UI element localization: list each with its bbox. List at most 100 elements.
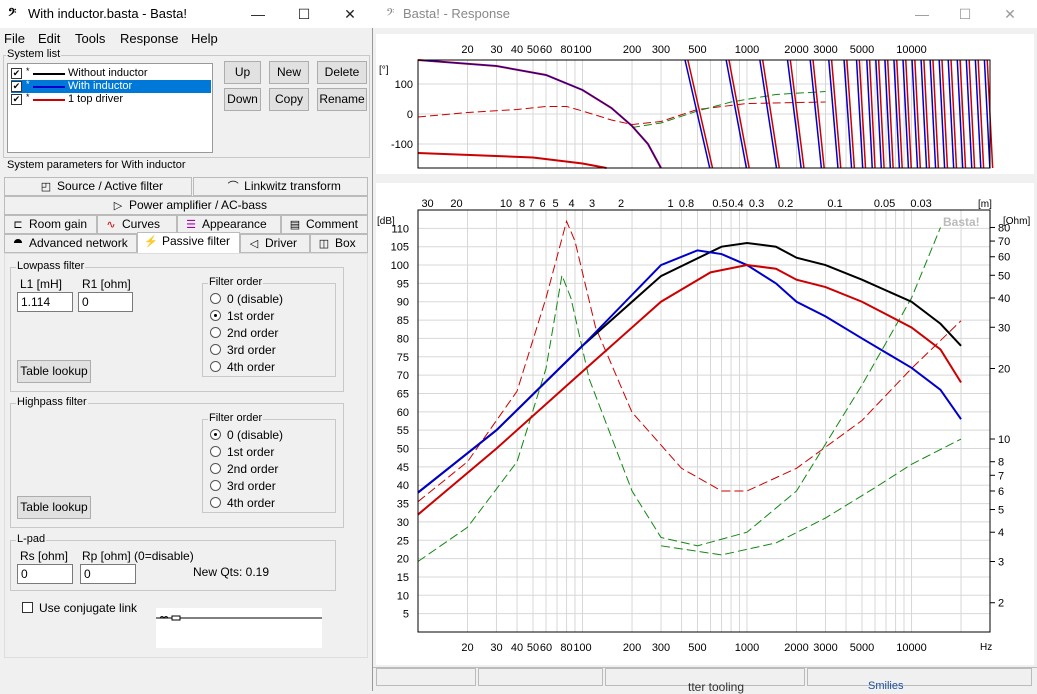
close-icon[interactable]: ✕: [1004, 6, 1016, 22]
maximize-icon[interactable]: ☐: [297, 6, 311, 22]
tab-driver[interactable]: ◁ Driver: [240, 234, 310, 253]
basta-watermark: Basta!: [943, 215, 980, 229]
phase-series-black-blue-red: [417, 59, 994, 169]
close-icon[interactable]: ✕: [344, 6, 356, 22]
impedance-y-tick: 10: [998, 434, 1010, 446]
radio-label: 4th order: [227, 496, 276, 510]
menu-response[interactable]: Response: [120, 31, 179, 46]
conjugate-checkbox[interactable]: [22, 602, 33, 613]
lowpass-table-lookup-button[interactable]: Table lookup: [17, 360, 91, 383]
checkbox-checked-icon[interactable]: ✔: [11, 81, 22, 92]
minimize-icon[interactable]: —: [915, 6, 929, 22]
tab-comment[interactable]: ▤ Comment: [281, 215, 368, 234]
spl-y-axis-label: [dB]: [377, 216, 395, 227]
copy-button[interactable]: Copy: [269, 88, 309, 111]
phase-curve-red-bottom: [417, 152, 607, 169]
minimize-icon[interactable]: —: [251, 6, 265, 22]
phase-x-tick: 40: [511, 44, 523, 56]
phase-x-tick: 80: [560, 44, 572, 56]
room-icon: ⊏: [13, 219, 23, 231]
spl-x-tick: 20: [461, 642, 473, 654]
phase-wrap-line: [965, 59, 973, 169]
phase-y-tick: 100: [395, 79, 413, 91]
tab-curves[interactable]: ∿ Curves: [97, 215, 177, 234]
r1-input[interactable]: 0: [78, 292, 133, 312]
wavelength-tick: 8: [519, 198, 525, 210]
list-item[interactable]: ✔ * 1 top driver: [11, 92, 211, 106]
spl-curves: [417, 242, 962, 516]
rename-button[interactable]: Rename: [317, 88, 367, 111]
spl-y-tick-labels: 5 10 15 20 25 30 35 40 45 50 55 60 65 70 75 80 85 90 95 100…: [391, 223, 409, 620]
series-line-swatch: [33, 86, 65, 88]
menu-tools[interactable]: Tools: [75, 31, 106, 46]
checkbox-checked-icon[interactable]: ✔: [11, 94, 22, 105]
maximize-icon[interactable]: ☐: [958, 6, 972, 22]
wavelength-tick: 0.03: [910, 198, 931, 210]
phase-wrap-line: [812, 59, 825, 169]
spl-y-tick: 80: [397, 333, 409, 345]
spl-series-line: [417, 249, 962, 494]
asterisk-marker: *: [26, 79, 30, 89]
phase-curve-blue: [417, 59, 662, 169]
menu-file[interactable]: File: [4, 31, 25, 46]
rp-input[interactable]: 0: [80, 564, 136, 584]
system-listbox[interactable]: ✔ * Without inductor ✔ * With inductor ✔…: [7, 63, 213, 153]
up-button[interactable]: Up: [224, 61, 261, 84]
lowpass-order-label: Filter order: [208, 276, 264, 288]
tab-passive-filter[interactable]: ⚡ Passive filter: [137, 232, 240, 254]
spl-y-tick: 60: [397, 407, 409, 419]
phase-wrap-line: [886, 59, 894, 169]
wavelength-tick: 30: [421, 198, 433, 210]
list-item-selected[interactable]: ✔ * With inductor: [11, 79, 211, 93]
impedance-curve-green-2: [660, 438, 962, 556]
phase-y-axis-label: [°]: [379, 65, 389, 76]
source-icon: ◰: [40, 181, 52, 193]
highpass-order-group: [202, 419, 336, 513]
highpass-table-lookup-button[interactable]: Table lookup: [17, 496, 91, 519]
tab-room-gain[interactable]: ⊏ Room gain: [4, 215, 97, 234]
tab-box[interactable]: ◫ Box: [310, 234, 368, 253]
radio-label: 3rd order: [227, 343, 276, 357]
spl-grid: [418, 210, 990, 632]
asterisk-marker: *: [26, 92, 30, 102]
tab-amp[interactable]: ▷ Power amplifier / AC-bass: [4, 196, 368, 215]
delete-button[interactable]: Delete: [317, 61, 367, 84]
spl-plot-frame: [417, 209, 991, 633]
asterisk-marker: *: [26, 66, 30, 76]
checkbox-checked-icon[interactable]: ✔: [11, 68, 22, 79]
impedance-y-tick: 50: [998, 270, 1010, 282]
phase-wrap-line: [896, 59, 903, 169]
phase-wrap-line: [866, 59, 873, 169]
list-item[interactable]: ✔ * Without inductor: [11, 66, 211, 80]
spl-y-tick: 30: [397, 517, 409, 529]
down-button[interactable]: Down: [224, 88, 261, 111]
params-label: System parameters for With inductor: [6, 159, 187, 171]
spl-y-tick: 20: [397, 554, 409, 566]
l1-label: L1 [mH]: [20, 277, 63, 291]
phase-wrap-line: [877, 59, 885, 169]
spl-x-tick: 500: [688, 642, 706, 654]
status-pane-3: [605, 668, 805, 686]
r1-label: R1 [ohm]: [82, 277, 131, 291]
app-icon: 𝄢: [386, 6, 395, 21]
tab-advanced-network[interactable]: ⯊ Advanced network: [4, 234, 137, 253]
background-text: tter tooling: [688, 680, 745, 694]
phase-x-tick: 300: [652, 44, 670, 56]
spl-x-tick-labels: 20 30 40 50 60 80 100 200 300 500 1000 2000 3000 5000…: [461, 642, 926, 654]
phase-x-tick-labels: 20 30 40 50 60 80 100 200 300 500 1000 2000 3000 5000…: [461, 44, 926, 56]
l1-input[interactable]: 1.114: [17, 292, 73, 312]
tab-source-label: Source / Active filter: [56, 179, 164, 193]
spl-y-tick: 100: [391, 260, 409, 272]
phase-x-tick: 200: [623, 44, 641, 56]
tab-source[interactable]: ◰ Source / Active filter: [4, 177, 192, 196]
system-list-label: System list: [6, 48, 62, 60]
tab-linkwitz[interactable]: ⌒ Linkwitz transform: [193, 177, 368, 196]
menu-edit[interactable]: Edit: [38, 31, 61, 46]
new-button[interactable]: New: [269, 61, 309, 84]
phase-wrap-line: [968, 59, 976, 169]
phase-x-tick: 2000: [784, 44, 808, 56]
spl-y-tick: 40: [397, 480, 409, 492]
menu-help[interactable]: Help: [191, 31, 218, 46]
rs-input[interactable]: 0: [17, 564, 73, 584]
tab-advanced-label: Advanced network: [29, 236, 128, 250]
